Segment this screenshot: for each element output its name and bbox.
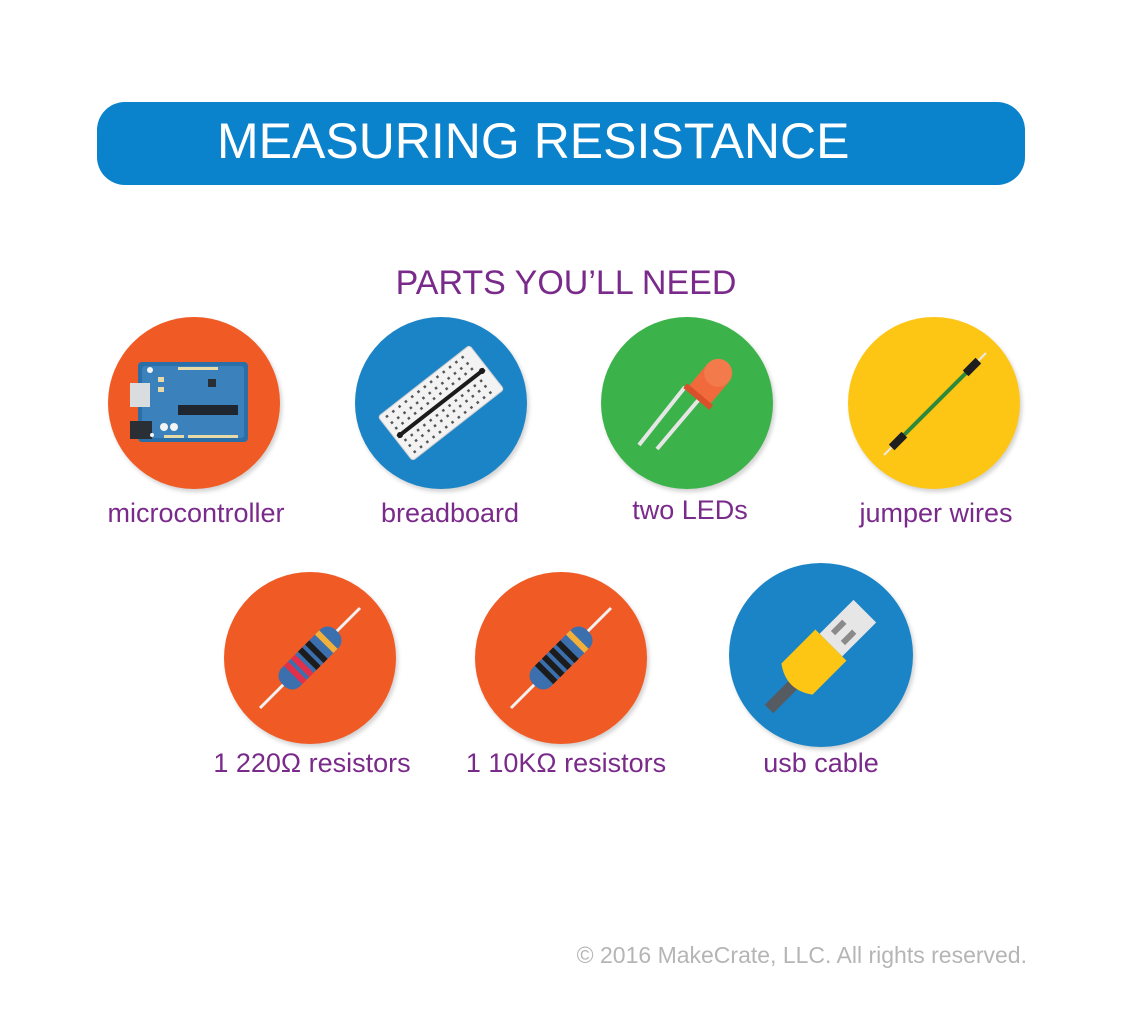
breadboard-icon [355,317,527,489]
usb-cable-icon [729,563,913,747]
part-label: breadboard [380,498,520,528]
resistor-10k-icon [475,572,647,744]
page-title: MEASURING RESISTANCE [217,113,850,169]
part-label: jumper wires [859,498,1013,528]
jumper-wire-icon [848,317,1020,489]
part-label: microcontroller [107,498,285,528]
part-label: 1 10KΩ resistors [465,748,667,778]
part-label: two LEDs [632,495,748,525]
part-label: usb cable [763,748,879,778]
title-banner: MEASURING RESISTANCE [97,102,1025,185]
part-label: 1 220Ω resistors [213,748,411,778]
copyright-notice: © 2016 MakeCrate, LLC. All rights reserv… [576,942,1027,968]
led-icon [601,317,773,489]
parts-heading: PARTS YOU’LL NEED [395,264,737,302]
resistor-220-icon [224,572,396,744]
microcontroller-icon [108,317,280,489]
